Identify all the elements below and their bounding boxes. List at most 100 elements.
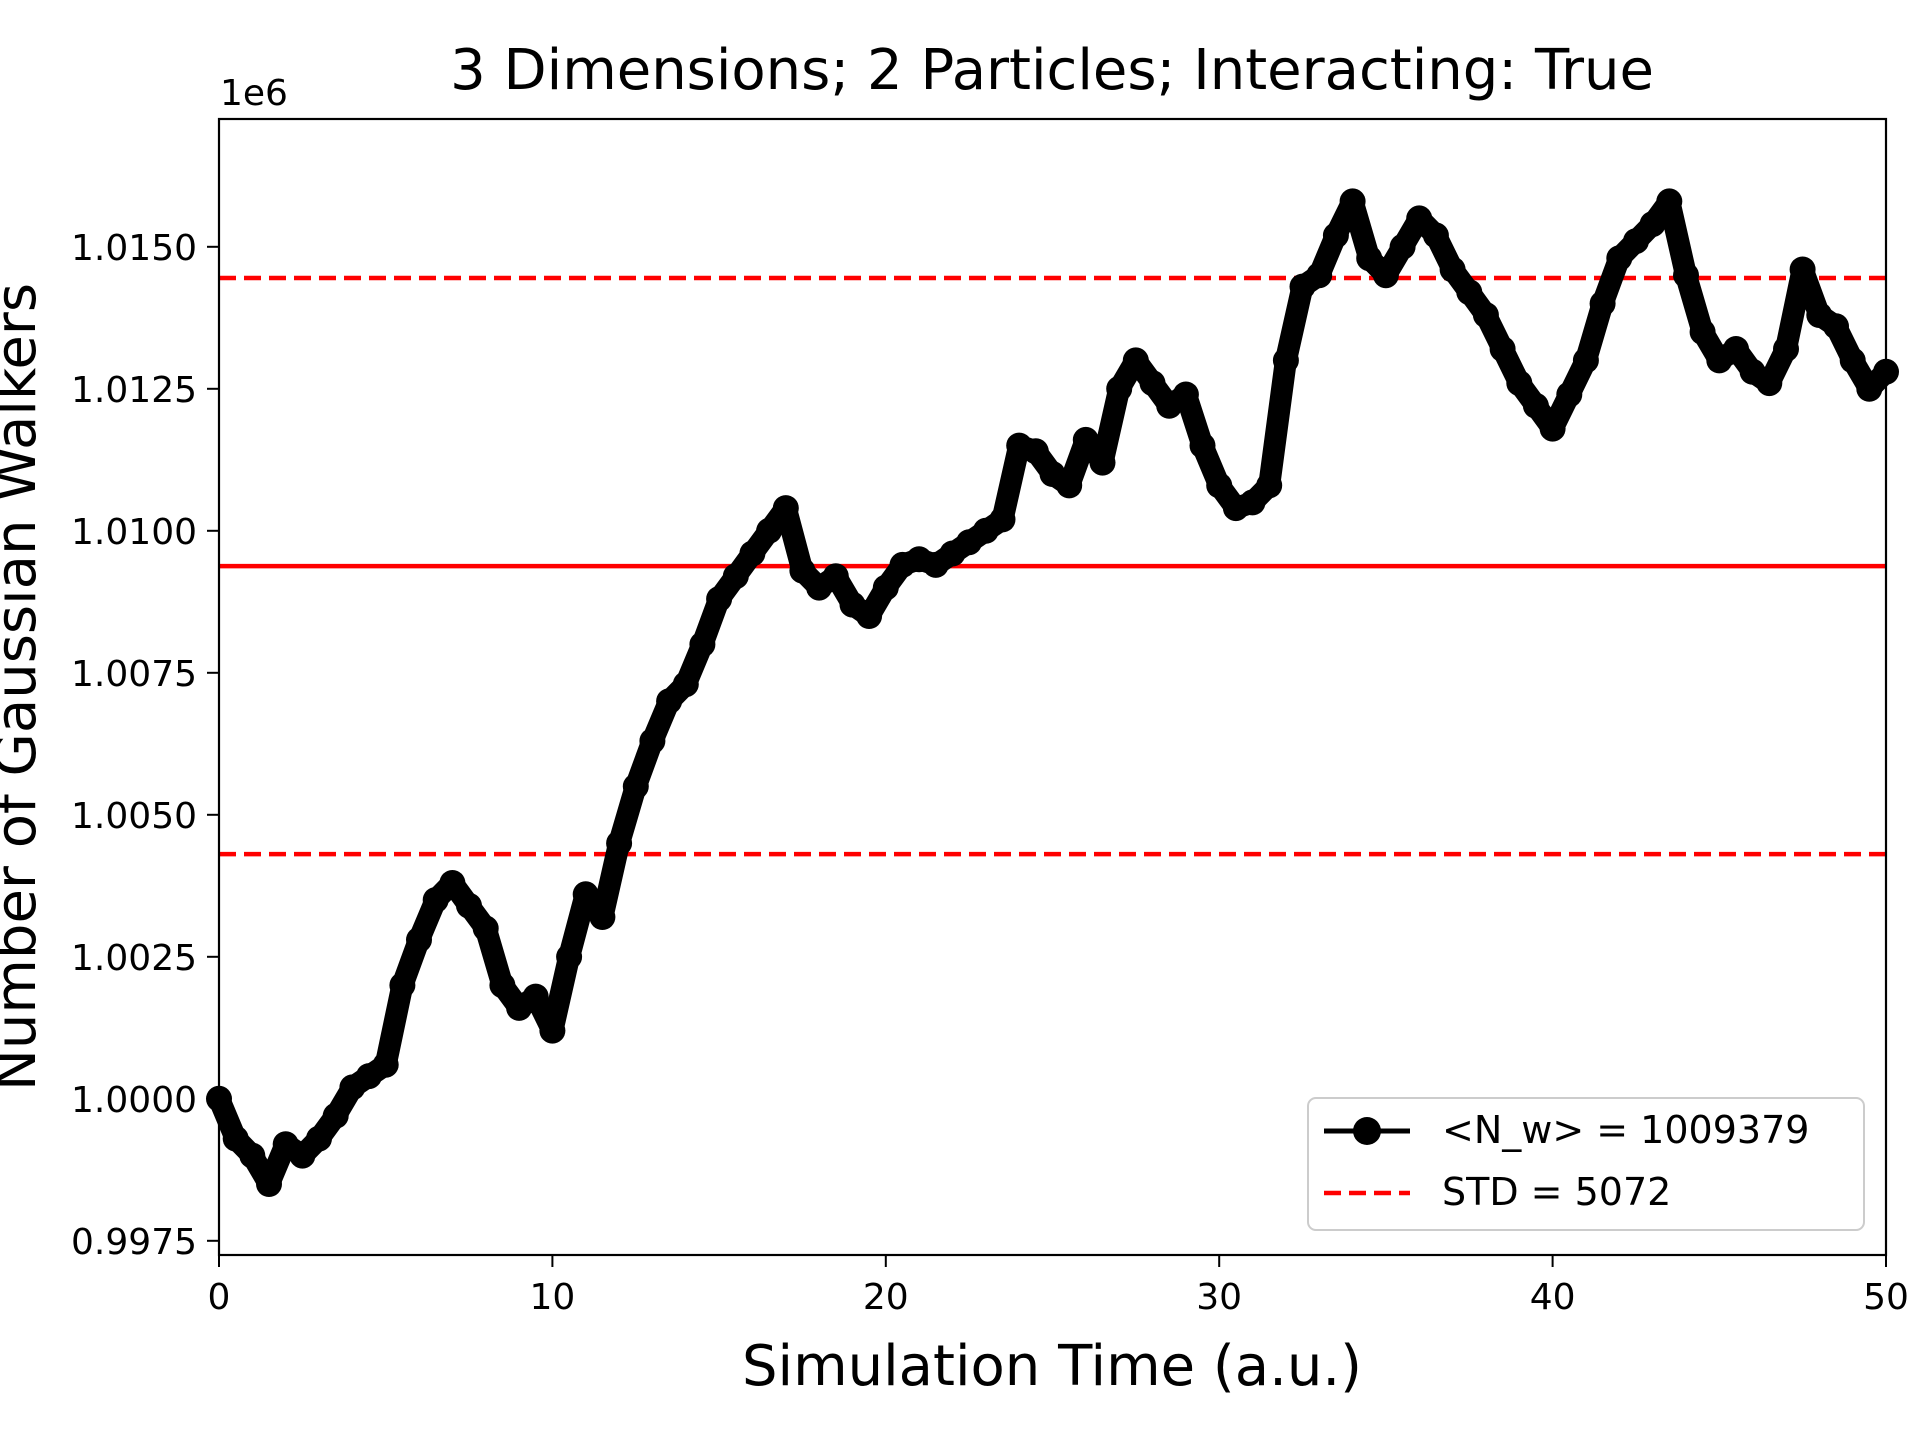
data-point [1472, 302, 1499, 328]
data-point [1189, 432, 1216, 459]
data-point [789, 557, 816, 584]
legend-label-mean: <N_w> = 1009379 [1442, 1108, 1809, 1152]
data-point [1122, 347, 1149, 374]
data-point [1773, 336, 1799, 362]
data-point [1106, 375, 1133, 402]
data-point [739, 540, 766, 567]
data-point [1356, 245, 1383, 272]
y-offset-label: 1e6 [220, 73, 288, 114]
data-point [1823, 313, 1849, 340]
data-point [406, 926, 432, 953]
legend-label-std: STD = 5072 [1442, 1170, 1671, 1214]
y-tick-label: 1.0150 [71, 228, 197, 269]
data-point [1072, 426, 1099, 453]
data-point [556, 943, 583, 970]
data-point [1623, 228, 1649, 255]
data-point [656, 688, 683, 715]
data-point [439, 870, 466, 896]
data-point [689, 631, 716, 658]
data-point [1456, 279, 1483, 306]
data-point [1856, 375, 1883, 402]
data-point [1539, 415, 1566, 442]
data-point [389, 972, 416, 999]
data-point [1206, 472, 1233, 499]
data-point [856, 603, 883, 629]
data-point [1306, 262, 1333, 289]
data-point [1022, 438, 1049, 465]
data-point [1673, 262, 1699, 289]
data-point [1506, 370, 1533, 397]
data-point [1606, 245, 1633, 272]
data-point [872, 574, 899, 601]
data-point [472, 915, 499, 942]
x-tick-label: 0 [208, 1277, 231, 1318]
data-point [1239, 489, 1266, 516]
data-point [572, 881, 599, 908]
data-point [822, 563, 849, 590]
data-point [1322, 222, 1349, 249]
data-point [606, 830, 633, 857]
data-point [1723, 336, 1749, 362]
data-point [589, 904, 616, 930]
x-tick-label: 20 [863, 1277, 909, 1318]
data-point [522, 983, 549, 1010]
data-point [1272, 347, 1299, 374]
legend-box [1307, 1097, 1865, 1231]
data-point [422, 887, 449, 913]
axis-ticks: 0 10 20 30 40 50 0.9975 1.0000 1.0025 1.0050 1.007… [71, 228, 1909, 1318]
data-point [539, 1017, 566, 1044]
data-point [372, 1051, 399, 1078]
y-tick-label: 1.0000 [71, 1080, 197, 1121]
y-tick-label: 1.0075 [71, 654, 197, 695]
data-point [322, 1102, 349, 1129]
legend-marker-sample [1353, 1117, 1381, 1145]
data-point [456, 892, 482, 919]
data-point [1172, 381, 1199, 408]
x-tick-label: 50 [1863, 1277, 1909, 1318]
data-point [1439, 256, 1466, 283]
data-point [1639, 211, 1666, 238]
y-tick-label: 0.9975 [71, 1222, 197, 1263]
y-tick-label: 1.0125 [71, 370, 197, 411]
data-point [1839, 347, 1866, 374]
y-tick-label: 1.0050 [71, 796, 197, 837]
data-point [1656, 188, 1683, 215]
data-point [672, 671, 699, 698]
data-point [222, 1125, 249, 1152]
data-point [756, 517, 783, 544]
data-point [1389, 233, 1416, 260]
data-point [772, 495, 799, 522]
plot-frame [217, 117, 1888, 1257]
data-point [239, 1142, 266, 1169]
data-point [1789, 256, 1816, 283]
x-tick-label: 30 [1196, 1277, 1242, 1318]
data-point [1756, 370, 1783, 397]
y-tick-label: 1.0100 [71, 512, 197, 553]
data-point [289, 1142, 316, 1169]
data-point [1589, 290, 1616, 317]
legend: <N_w> = 1009379 STD = 5072 [1307, 1097, 1865, 1231]
y-tick-label: 1.0025 [71, 938, 197, 979]
data-point [1406, 205, 1433, 232]
chart-title: 3 Dimensions; 2 Particles; Interacting: … [450, 38, 1654, 103]
data-point [1139, 370, 1166, 397]
data-point [1489, 336, 1516, 362]
data-point [306, 1125, 332, 1152]
data-point [489, 972, 516, 999]
x-tick-label: 40 [1530, 1277, 1576, 1318]
series-layer [206, 188, 1899, 1197]
data-point [256, 1171, 282, 1197]
data-point [1089, 449, 1116, 476]
data-point [639, 728, 666, 754]
data-point [1556, 381, 1583, 408]
x-tick-label: 10 [529, 1277, 575, 1318]
data-point [989, 506, 1016, 533]
data-point [722, 563, 749, 590]
data-point [1372, 262, 1399, 289]
data-point [1522, 392, 1549, 419]
data-point [1339, 188, 1366, 215]
x-axis-label: Simulation Time (a.u.) [742, 1334, 1362, 1399]
data-point [1256, 472, 1283, 499]
data-point [1572, 347, 1599, 374]
